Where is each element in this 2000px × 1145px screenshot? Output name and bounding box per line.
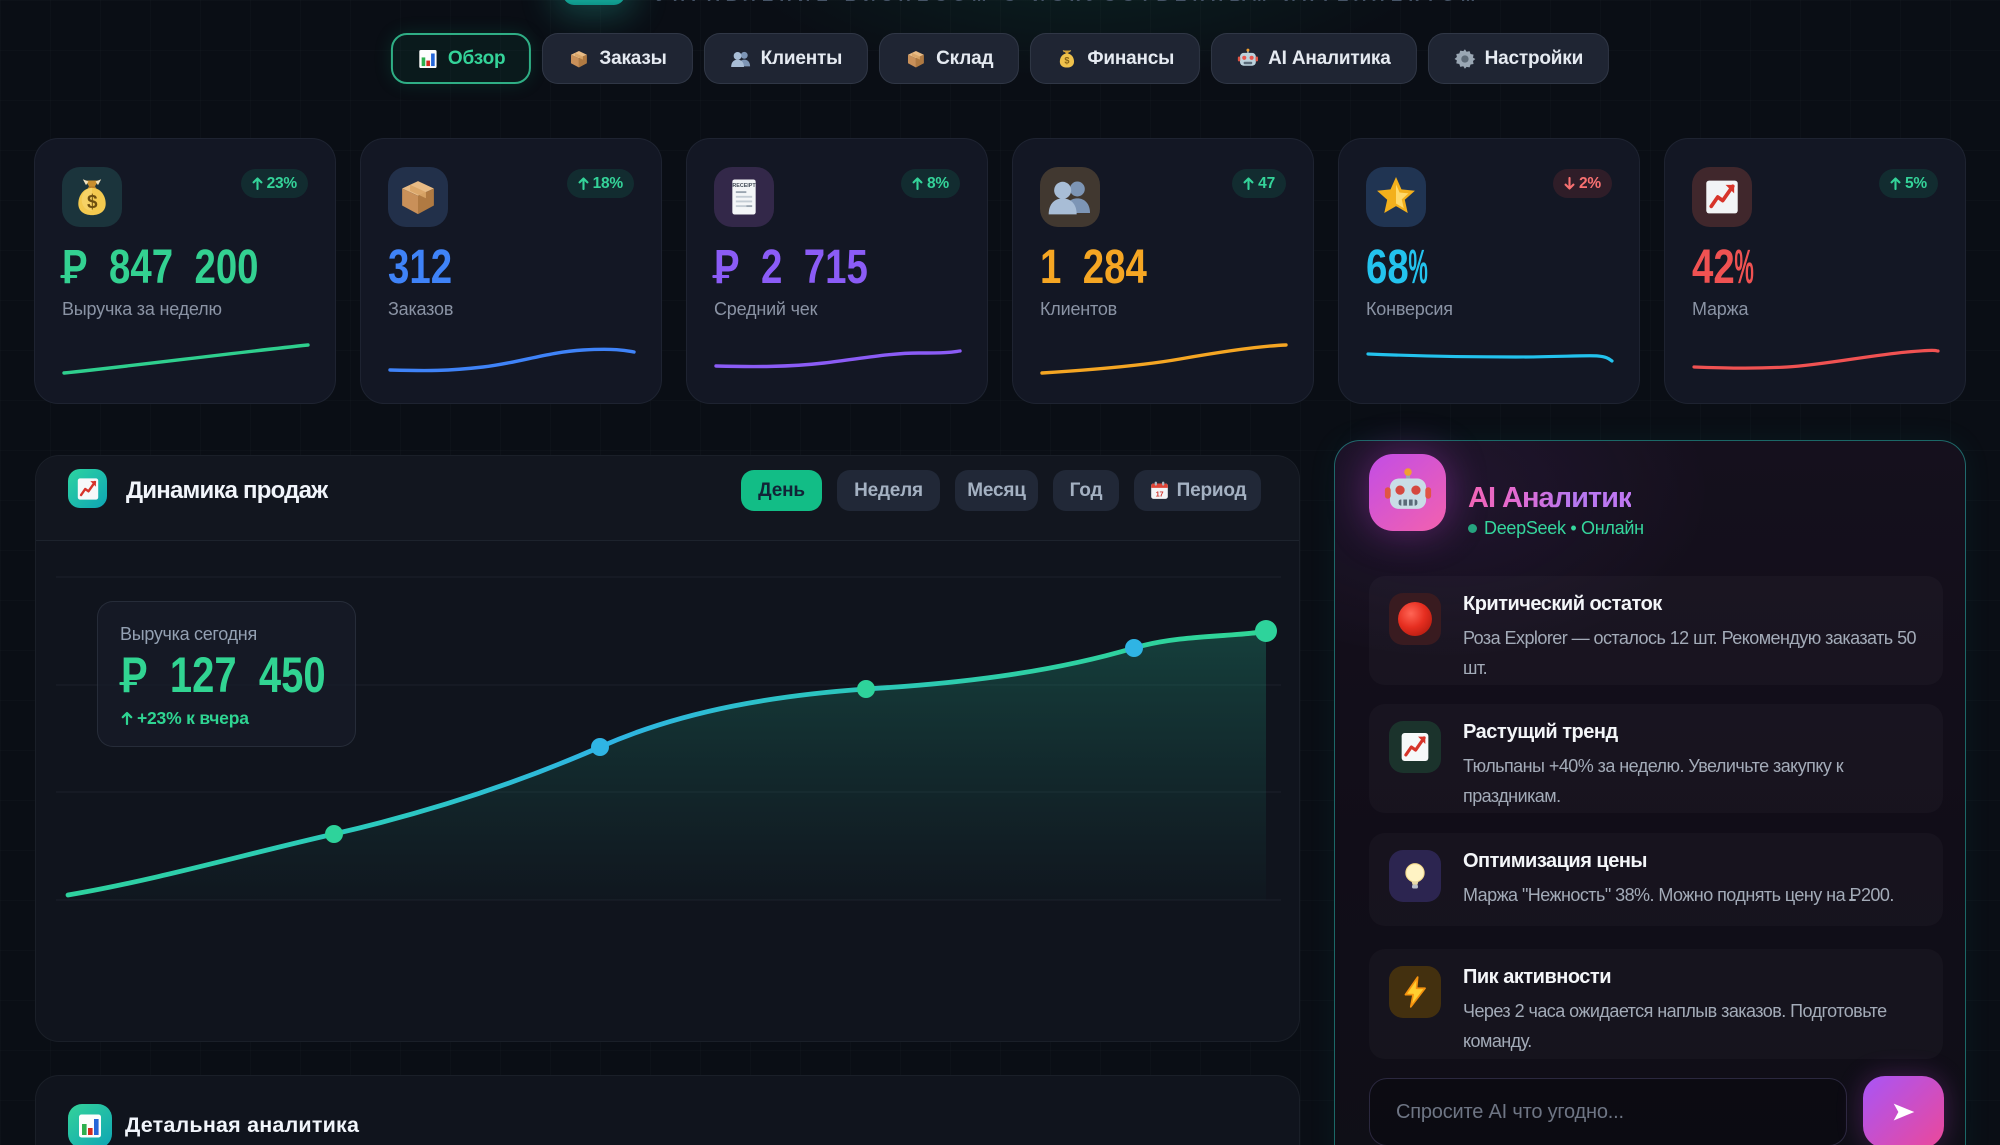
svg-text:$: $	[87, 192, 98, 213]
svg-text:RECEIPT: RECEIPT	[732, 183, 756, 189]
svg-text:$: $	[1065, 55, 1070, 65]
svg-text:17: 17	[1155, 489, 1163, 498]
